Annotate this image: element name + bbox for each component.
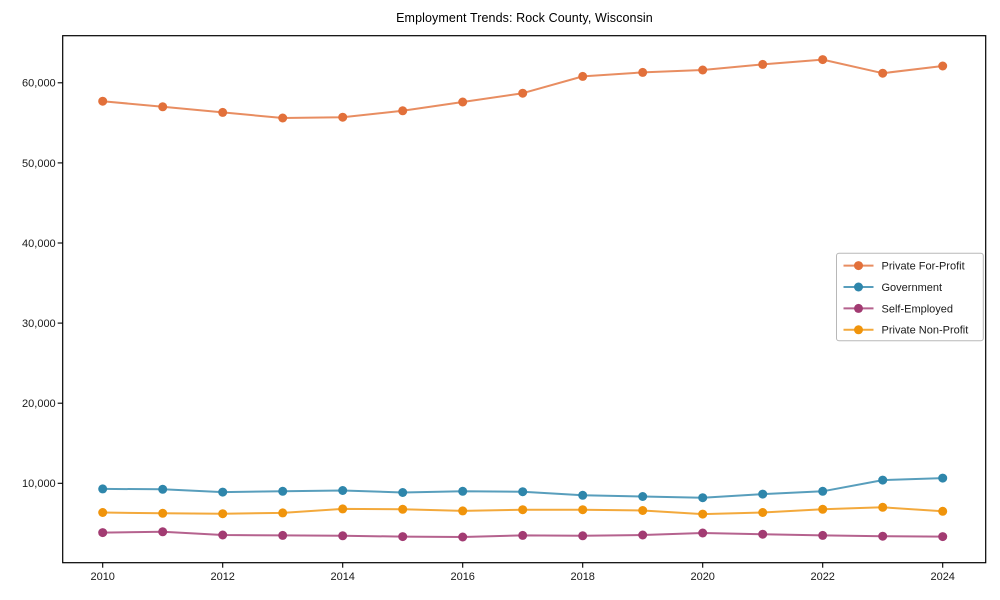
data-point — [818, 55, 828, 65]
data-point — [818, 530, 828, 540]
legend-label: Government — [882, 282, 943, 294]
legend-sample-marker — [854, 261, 863, 271]
data-point — [338, 486, 348, 495]
data-point — [518, 530, 528, 540]
data-point — [518, 88, 528, 98]
data-point — [458, 97, 468, 107]
x-tick-label: 2020 — [690, 571, 714, 583]
data-point — [698, 493, 708, 503]
data-point — [98, 96, 108, 106]
data-point — [278, 530, 288, 540]
legend-label: Private Non-Profit — [882, 325, 969, 337]
legend-sample-marker — [854, 325, 863, 335]
data-point — [758, 529, 768, 539]
data-point — [938, 506, 948, 516]
y-tick-label: 20,000 — [22, 398, 56, 410]
legend-label: Private For-Profit — [882, 261, 965, 273]
data-point — [638, 492, 648, 501]
data-point — [758, 489, 768, 499]
chart-title: Employment Trends: Rock County, Wisconsi… — [396, 11, 653, 25]
data-point — [218, 509, 228, 519]
legend-sample-marker — [854, 282, 863, 292]
data-point — [878, 502, 888, 512]
x-tick-label: 2016 — [450, 571, 474, 583]
x-tick-label: 2018 — [570, 571, 594, 583]
data-point — [278, 486, 288, 496]
data-point — [878, 531, 888, 541]
data-point — [818, 504, 828, 514]
data-point — [878, 68, 888, 78]
data-point — [218, 107, 228, 117]
data-point — [278, 113, 288, 123]
y-tick-label: 30,000 — [22, 318, 56, 330]
data-point — [578, 490, 588, 500]
legend-sample-marker — [854, 303, 863, 313]
data-point — [578, 531, 588, 541]
data-point — [578, 71, 588, 81]
x-tick-label: 2024 — [930, 571, 954, 583]
data-point — [218, 487, 228, 497]
plot-frame — [62, 35, 987, 564]
data-point — [518, 505, 528, 515]
data-point — [698, 65, 708, 75]
x-tick-label: 2012 — [210, 571, 234, 583]
data-point — [578, 505, 588, 515]
data-point — [458, 506, 468, 516]
legend-label: Self-Employed — [882, 303, 954, 315]
data-point — [338, 112, 348, 122]
data-point — [158, 508, 168, 518]
data-point — [458, 532, 468, 542]
y-tick-label: 60,000 — [22, 78, 56, 90]
data-point — [398, 504, 408, 514]
data-point — [818, 486, 828, 496]
data-point — [158, 102, 168, 112]
data-point — [278, 508, 288, 518]
data-point — [938, 473, 948, 483]
x-tick-label: 2022 — [810, 571, 834, 583]
data-point — [698, 528, 708, 538]
data-point — [98, 508, 108, 517]
data-point — [158, 484, 168, 494]
data-point — [638, 67, 648, 77]
data-point — [338, 504, 348, 514]
x-tick-label: 2010 — [90, 571, 114, 583]
data-point — [158, 527, 168, 537]
data-point — [218, 530, 228, 540]
data-point — [938, 532, 948, 542]
data-point — [518, 487, 528, 497]
data-point — [458, 486, 468, 496]
data-point — [98, 528, 108, 538]
data-point — [98, 484, 108, 494]
data-point — [398, 106, 408, 116]
data-point — [758, 59, 768, 69]
y-tick-label: 10,000 — [22, 478, 56, 490]
y-tick-label: 40,000 — [22, 238, 56, 250]
y-tick-label: 50,000 — [22, 158, 56, 170]
data-point — [878, 475, 888, 485]
data-point — [758, 508, 768, 517]
data-point — [398, 532, 408, 542]
legend: Private For-Profit Government Self-Employe… — [836, 252, 984, 342]
legend-box — [836, 252, 984, 342]
data-point — [638, 530, 648, 540]
data-point — [698, 509, 708, 519]
data-point — [938, 61, 948, 71]
data-point — [638, 506, 648, 515]
x-tick-label: 2014 — [330, 571, 354, 583]
data-point — [338, 531, 348, 541]
data-point — [398, 488, 408, 497]
